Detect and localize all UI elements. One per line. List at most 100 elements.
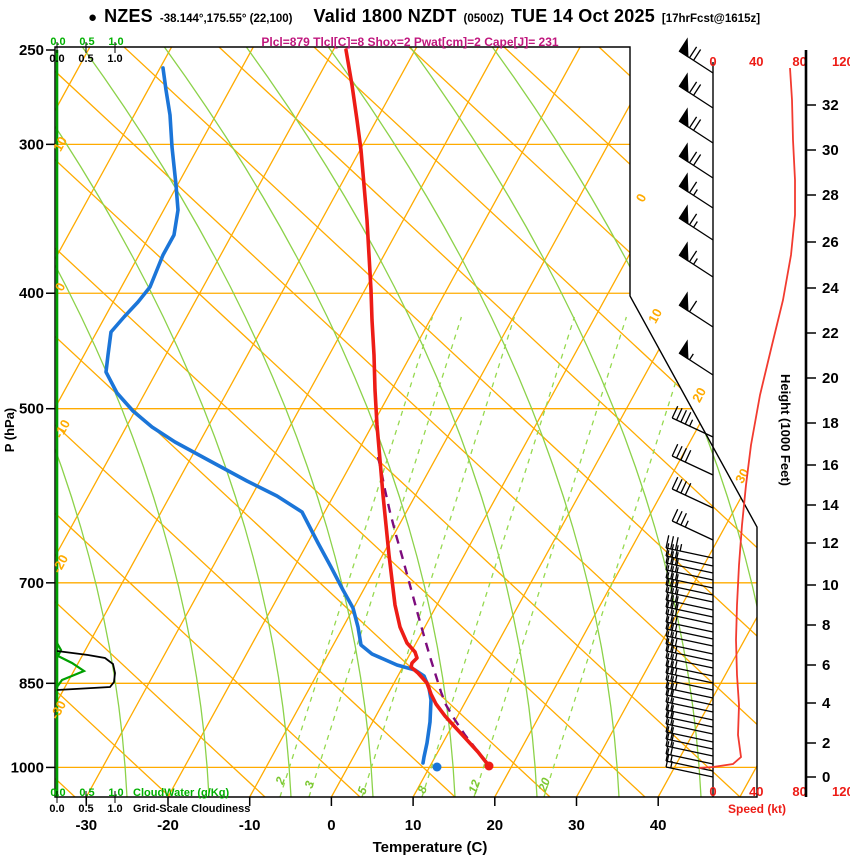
wind-barb-half-feather [674, 646, 678, 654]
wind-barb [665, 748, 714, 772]
wind-barb-half-feather [679, 544, 683, 552]
wind-barb-feather [665, 609, 670, 623]
wind-barb-half-feather [674, 675, 678, 683]
isotherm-line [55, 47, 254, 797]
wind-barb [665, 565, 714, 589]
wind-barb-feather [665, 675, 670, 689]
wind-barb-feather [670, 558, 675, 572]
wind-barb-half-feather [674, 624, 678, 632]
pressure-tick-label: 850 [19, 675, 44, 692]
height-tick-label: 12 [822, 535, 839, 552]
wind-barb-feather [670, 566, 675, 580]
height-tick-label: 6 [822, 657, 830, 674]
wind-barb-half-feather [674, 668, 678, 676]
height-tick-label: 22 [822, 325, 839, 342]
wind-barb-half-feather [674, 639, 678, 647]
wind-barb-feather [674, 581, 679, 595]
temperature-axis: -30 -20 -10 0 10 20 30 40 Temperature (C) [75, 797, 667, 856]
wind-barb-feather [670, 720, 675, 734]
height-tick-label: 16 [822, 457, 839, 474]
valid-time-zulu: (0500Z) [463, 13, 504, 25]
wind-barb [671, 405, 714, 438]
wind-barb-feather [665, 565, 670, 579]
pressure-tick-label: 300 [19, 136, 44, 153]
isotherm-line [575, 47, 757, 797]
wind-barb-stem [665, 665, 714, 677]
wind-barb [671, 443, 714, 476]
wind-barb-stem [665, 584, 714, 596]
wind-barb-stem [665, 643, 714, 655]
isotherm-value-label: 30 [732, 466, 752, 486]
wind-barb-feather [665, 587, 670, 601]
wind-barb [678, 291, 714, 328]
wind-barb [665, 675, 714, 699]
wind-barb-feather [684, 483, 692, 496]
moist-adiabat-line [81, 47, 374, 797]
wind-barb-half-feather [674, 631, 678, 639]
wind-barb-feather [670, 610, 675, 624]
wind-barb-feather [670, 551, 675, 565]
wind-barb-half-feather [670, 755, 673, 763]
wind-barb [665, 726, 714, 750]
cloudiness-profile [56, 650, 116, 691]
isotherm-value-label: -30 [47, 698, 69, 722]
wind-barb [665, 711, 714, 735]
wind-barb [665, 543, 714, 567]
wind-barb-stem [665, 555, 714, 567]
wind-barb-feather [688, 250, 698, 263]
wind-barb-flag [678, 241, 689, 262]
wind-barb-feather [665, 697, 670, 711]
temperature-tick-label: 40 [650, 817, 667, 834]
wind-barb-feather [671, 405, 679, 419]
wind-barb-feather [680, 409, 687, 423]
wind-barb-feather [675, 478, 683, 492]
wind-barb-stem [665, 672, 714, 684]
wind-barb-half-feather [692, 189, 698, 196]
cloudwater-scale-label: 0.5 [79, 787, 94, 799]
mixing-ratio-line [308, 316, 463, 797]
height-tick-label: 14 [822, 497, 839, 514]
surface-dewpoint-dot [432, 762, 442, 772]
wind-barb-feather [665, 579, 670, 593]
pressure-tick-label: 700 [19, 575, 44, 592]
wind-barb-feather [665, 623, 670, 637]
wind-barb-feather [688, 116, 698, 129]
pressure-tick-label: 500 [19, 401, 44, 418]
wind-barb-stem [665, 745, 714, 757]
wind-barb [665, 697, 714, 721]
moist-adiabat-line [327, 47, 620, 797]
wind-barb-feather [665, 638, 670, 652]
wind-barb-feather [670, 544, 675, 558]
wind-barb-feather [665, 550, 670, 564]
speed-tick-label: 80 [792, 784, 806, 799]
temperature-tick-label: -20 [157, 817, 179, 834]
cloudiness-scale-label: 0.0 [49, 53, 64, 65]
dry-adiabat-line [55, 47, 266, 797]
mixing-ratio-value-label: 5 [355, 785, 371, 796]
wind-barb-flag [678, 339, 689, 360]
dry-adiabat-line [55, 47, 551, 797]
wind-barb-feather [675, 407, 683, 421]
wind-barb-feather [670, 536, 675, 550]
temperature-axis-title: Temperature (C) [373, 839, 488, 856]
mixing-ratio-value-label: 12 [465, 778, 483, 796]
wind-barb-feather [665, 689, 670, 703]
temperature-tick-label: -30 [75, 817, 97, 834]
wind-barb-feather [675, 510, 683, 524]
wind-barb-feather [670, 588, 675, 602]
wind-barb [665, 682, 714, 706]
wind-barb-feather [670, 683, 675, 697]
wind-barb-stem [665, 709, 714, 721]
height-tick-label: 20 [822, 370, 839, 387]
wind-barb-feather [670, 617, 675, 631]
wind-barb [665, 579, 714, 603]
wind-barb-feather [674, 552, 679, 566]
temperature-tick-label: 0 [327, 817, 335, 834]
wind-barb-feather [688, 81, 698, 94]
dry-adiabat-line [55, 47, 646, 797]
cloudiness-scale-label: 0.0 [49, 803, 64, 815]
surface-temperature-dot [484, 761, 494, 771]
temperature-curve [344, 48, 491, 768]
wind-barb-stem [665, 599, 714, 611]
speed-tick-label: 0 [709, 54, 716, 69]
